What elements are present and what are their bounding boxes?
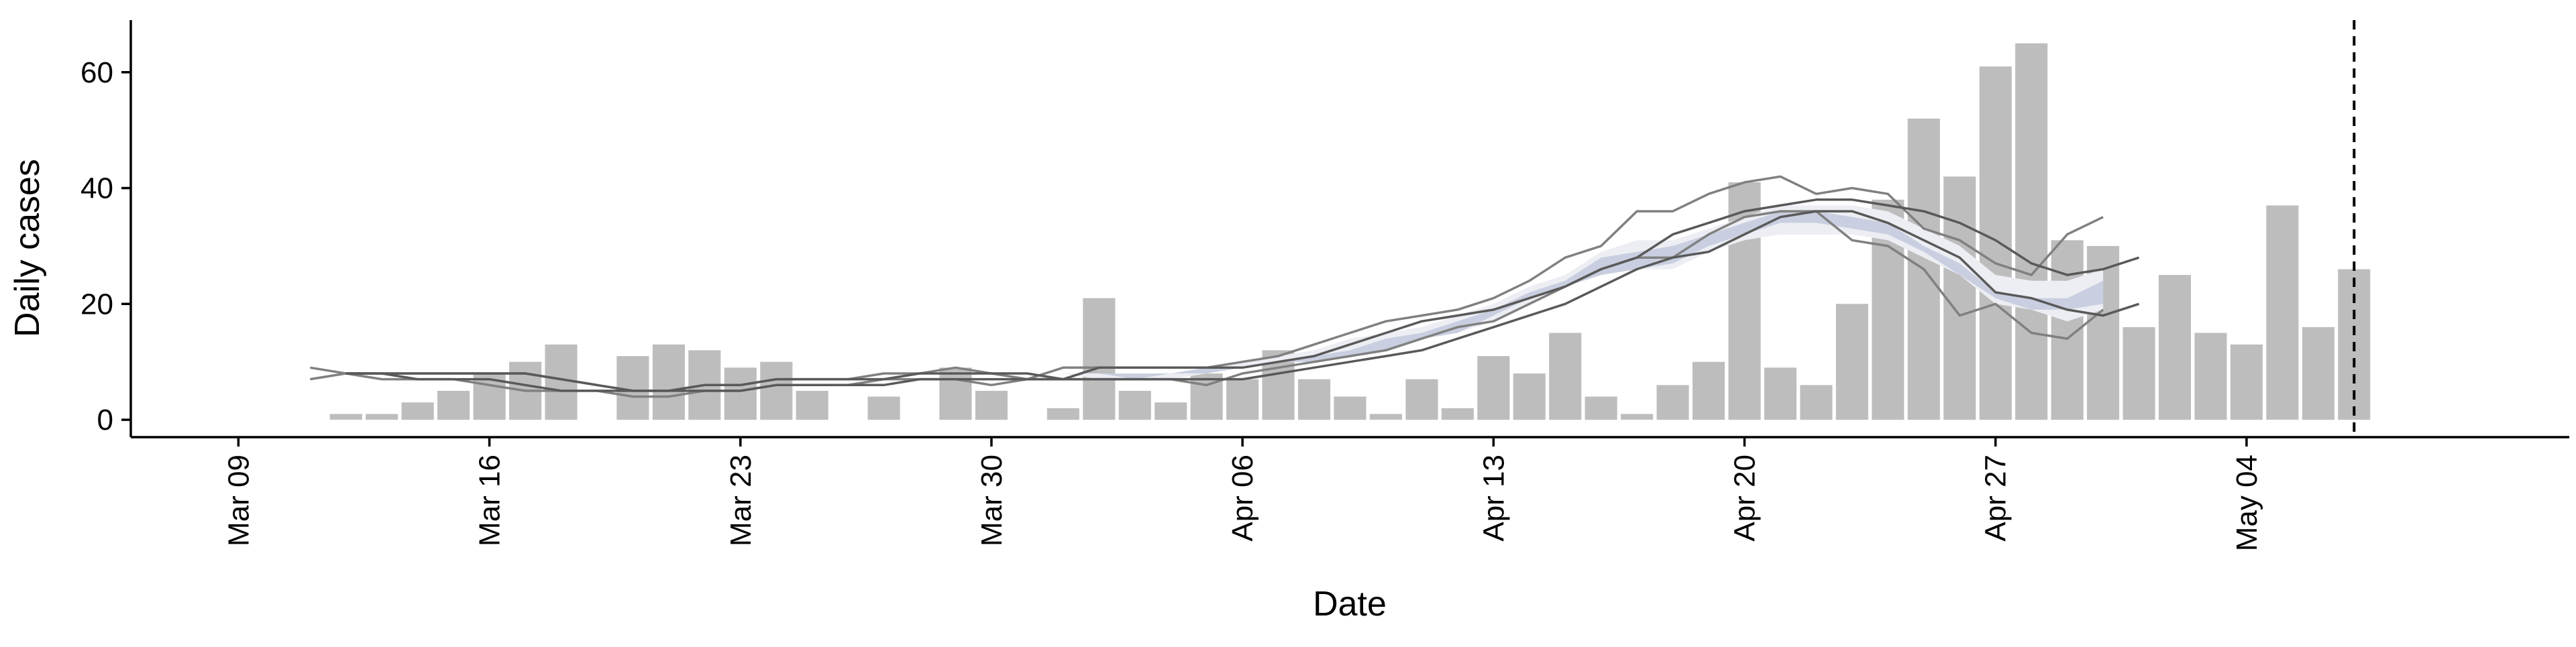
bar bbox=[1118, 390, 1151, 420]
bar bbox=[1298, 379, 1331, 420]
bar bbox=[760, 361, 793, 420]
bar bbox=[437, 390, 470, 420]
bars-layer bbox=[329, 43, 2371, 420]
bar bbox=[1083, 298, 1116, 420]
bar bbox=[975, 390, 1008, 420]
bar bbox=[939, 367, 972, 420]
bar bbox=[1155, 402, 1187, 420]
lines-layer bbox=[310, 175, 2140, 398]
bar bbox=[1405, 379, 1438, 420]
y-tick-label: 60 bbox=[80, 56, 113, 89]
bar bbox=[1226, 379, 1259, 420]
x-tick-label: Apr 13 bbox=[1477, 455, 1510, 542]
axes-layer: 0 20 40 60 Mar 09 Mar 16 Mar 23 Mar 30 Apr 06 Apr… bbox=[80, 20, 2569, 551]
bound-line bbox=[310, 210, 2104, 398]
bands-layer bbox=[382, 205, 2104, 386]
x-tick-label: Mar 09 bbox=[222, 455, 255, 546]
bar bbox=[1046, 408, 1079, 420]
x-tick-label: Mar 16 bbox=[474, 455, 506, 546]
bar bbox=[2302, 327, 2334, 420]
y-tick-label: 40 bbox=[80, 172, 113, 205]
bar bbox=[2123, 327, 2155, 420]
x-tick-label: Mar 30 bbox=[975, 455, 1008, 546]
bar bbox=[1441, 408, 1474, 420]
x-axis-title: Date bbox=[1313, 585, 1387, 624]
bar bbox=[2194, 333, 2227, 420]
bar bbox=[1369, 414, 1402, 420]
bar bbox=[1943, 176, 1976, 420]
x-tick-label: Apr 20 bbox=[1729, 455, 1762, 542]
bar bbox=[1656, 385, 1689, 420]
bar bbox=[1800, 385, 1833, 420]
bar bbox=[401, 402, 434, 420]
bar bbox=[1835, 304, 1868, 420]
bar bbox=[366, 414, 398, 420]
x-tick-label: May 04 bbox=[2231, 455, 2263, 551]
bar bbox=[2230, 344, 2263, 420]
bar bbox=[1334, 396, 1366, 420]
bar bbox=[2158, 275, 2191, 420]
y-tick-label: 0 bbox=[97, 404, 113, 436]
bar bbox=[2266, 205, 2299, 420]
bar bbox=[867, 396, 900, 420]
x-tick-label: Mar 23 bbox=[724, 455, 757, 546]
bar bbox=[652, 344, 685, 420]
y-tick-label: 20 bbox=[80, 288, 113, 320]
bar bbox=[1585, 396, 1617, 420]
bar bbox=[1513, 373, 1546, 420]
bar bbox=[2015, 43, 2048, 420]
bar bbox=[1621, 414, 1654, 420]
x-tick-label: Apr 27 bbox=[1980, 455, 2012, 542]
x-tick-label: Apr 06 bbox=[1226, 455, 1259, 542]
bar bbox=[1477, 356, 1510, 420]
y-axis-title: Daily cases bbox=[8, 159, 47, 337]
inner-interval-band bbox=[382, 211, 2104, 386]
bar bbox=[1979, 66, 2012, 420]
bar bbox=[1764, 367, 1796, 420]
bar bbox=[329, 414, 362, 420]
bar bbox=[724, 367, 757, 420]
bar bbox=[1693, 361, 1725, 420]
bar bbox=[796, 390, 828, 420]
bar bbox=[1549, 333, 1582, 420]
estimate-line bbox=[345, 210, 2140, 392]
